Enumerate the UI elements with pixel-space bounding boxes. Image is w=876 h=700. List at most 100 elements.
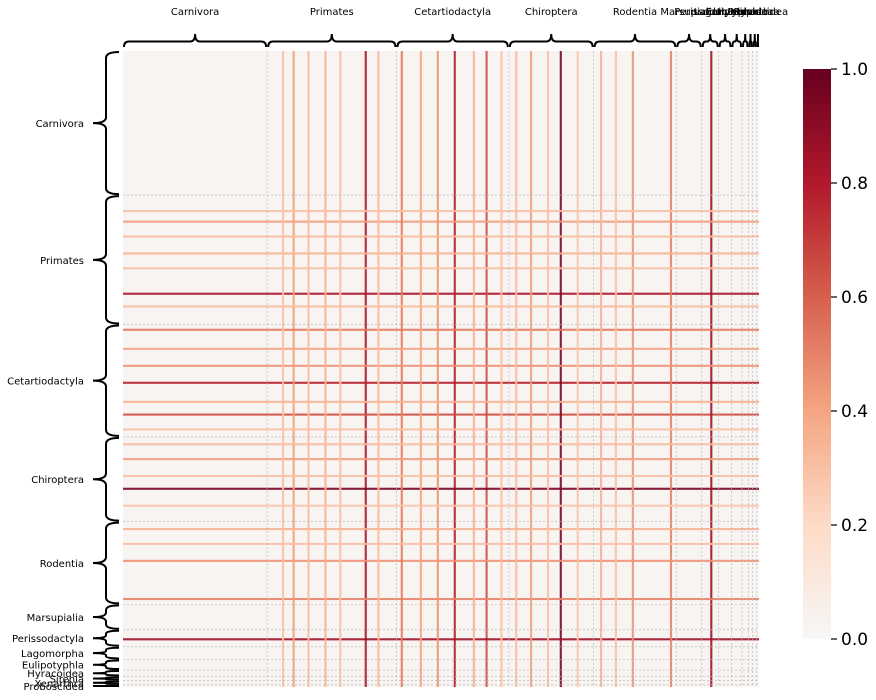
top-label-perissodactyla: Perissodactyla [674, 7, 746, 18]
top-brace-hyracoidea [742, 33, 749, 48]
row-line-10 [123, 458, 759, 461]
column-line-15 [282, 51, 285, 687]
top-label-primates: Primates [310, 7, 354, 18]
column-line-8 [400, 51, 403, 687]
top-brace-xenarthra [752, 33, 757, 48]
top-label-sirenia: Sirenia [733, 7, 767, 18]
row-line-11 [123, 252, 759, 255]
column-line-22 [547, 51, 550, 687]
column-line-17 [339, 51, 342, 687]
column-line-18 [377, 51, 380, 687]
top-label-cetartiodactyla: Cetartiodactyla [414, 7, 491, 18]
left-label-rodentia: Rodentia [40, 559, 84, 570]
colorbar-tick-label-4: 0.8 [841, 174, 868, 194]
column-line-16 [307, 51, 310, 687]
left-brace-marsupialia [92, 604, 120, 630]
left-brace-chiroptera [92, 436, 120, 522]
row-line-23 [123, 504, 759, 507]
top-label-marsupialia: Marsupialia [660, 7, 717, 18]
row-line-22 [123, 475, 759, 478]
heatmap-similarity-lines [123, 51, 759, 687]
top-brace-primates [267, 33, 397, 48]
row-line-8 [123, 328, 759, 331]
row-line-21 [123, 443, 759, 446]
left-brace-primates [92, 195, 120, 325]
column-line-2 [485, 51, 488, 687]
row-line-0 [123, 292, 759, 295]
left-label-proboscidea: Proboscidea [24, 682, 84, 693]
top-brace-carnivora [123, 33, 268, 48]
row-line-3 [123, 487, 759, 490]
row-line-16 [123, 235, 759, 238]
column-line-4 [710, 51, 713, 687]
row-line-18 [123, 305, 759, 308]
top-label-xenarthra: Xenarthra [730, 7, 780, 18]
row-line-7 [123, 220, 759, 223]
column-line-20 [500, 51, 503, 687]
left-brace-sirenia [92, 676, 120, 681]
row-line-17 [123, 267, 759, 270]
column-line-1 [453, 51, 456, 687]
left-label-xenarthra: Xenarthra [34, 679, 84, 690]
column-line-10 [530, 51, 533, 687]
row-line-12 [123, 347, 759, 350]
left-brace-perissodactyla [92, 629, 120, 647]
colorbar: 0.0 0.2 0.4 0.6 0.8 1.0 [803, 60, 868, 650]
column-line-12 [419, 51, 422, 687]
left-label-primates: Primates [40, 256, 84, 267]
column-line-19 [472, 51, 475, 687]
column-line-21 [515, 51, 518, 687]
left-brace-eulipotyphla [92, 659, 120, 671]
top-brace-chiroptera [508, 33, 594, 48]
top-label-lagomorpha: Lagomorpha [694, 7, 757, 18]
row-line-19 [123, 400, 759, 403]
left-group-braces: Carnivora Primates Cetartiodactyla Chiropte… [7, 51, 120, 693]
row-line-20 [123, 428, 759, 431]
column-line-23 [576, 51, 579, 687]
left-label-sirenia: Sirenia [50, 675, 84, 686]
colorbar-ticks: 0.0 0.2 0.4 0.6 0.8 1.0 [831, 60, 868, 650]
column-line-6 [631, 51, 634, 687]
top-label-proboscidea: Proboscidea [728, 7, 788, 18]
colorbar-gradient [803, 69, 831, 639]
left-brace-lagomorpha [92, 646, 120, 660]
left-brace-rodentia [92, 521, 120, 605]
left-brace-hyracoidea [92, 670, 120, 677]
top-brace-sirenia [748, 33, 753, 48]
top-label-rodentia: Rodentia [613, 7, 657, 18]
row-line-13 [123, 528, 759, 531]
left-label-perissodactyla: Perissodactyla [12, 634, 84, 645]
row-line-4 [123, 638, 759, 641]
colorbar-tick-label-3: 0.6 [841, 288, 868, 308]
top-label-chiroptera: Chiroptera [525, 7, 578, 18]
row-line-5 [123, 597, 759, 601]
column-line-9 [436, 51, 439, 687]
left-label-marsupialia: Marsupialia [27, 613, 84, 624]
top-brace-perissodactyla [701, 33, 719, 48]
top-brace-cetartiodactyla [396, 33, 509, 48]
column-line-7 [292, 51, 295, 687]
column-line-5 [669, 51, 673, 687]
top-brace-rodentia [593, 33, 677, 48]
left-brace-cetartiodactyla [92, 324, 120, 437]
column-line-0 [364, 51, 367, 687]
left-brace-carnivora [92, 51, 120, 196]
colorbar-tick-label-1: 0.2 [841, 516, 868, 536]
left-label-chiroptera: Chiroptera [31, 475, 84, 486]
top-brace-eulipotyphla [731, 33, 743, 48]
row-line-14 [123, 542, 759, 545]
row-line-9 [123, 364, 759, 367]
row-line-15 [123, 210, 759, 213]
left-label-cetartiodactyla: Cetartiodactyla [7, 377, 84, 388]
top-label-hyracoidea: Hyracoidea [717, 7, 774, 18]
left-label-hyracoidea: Hyracoidea [27, 669, 84, 680]
top-brace-lagomorpha [718, 33, 732, 48]
heatmap-group-gridlines [123, 51, 759, 687]
colorbar-tick-label-2: 0.4 [841, 402, 868, 422]
left-label-lagomorpha: Lagomorpha [21, 649, 84, 660]
top-group-braces: Carnivora Primates Cetartiodactyla Chiropte… [123, 7, 788, 48]
top-label-carnivora: Carnivora [171, 7, 219, 18]
row-line-1 [123, 381, 759, 384]
column-line-13 [600, 51, 603, 687]
